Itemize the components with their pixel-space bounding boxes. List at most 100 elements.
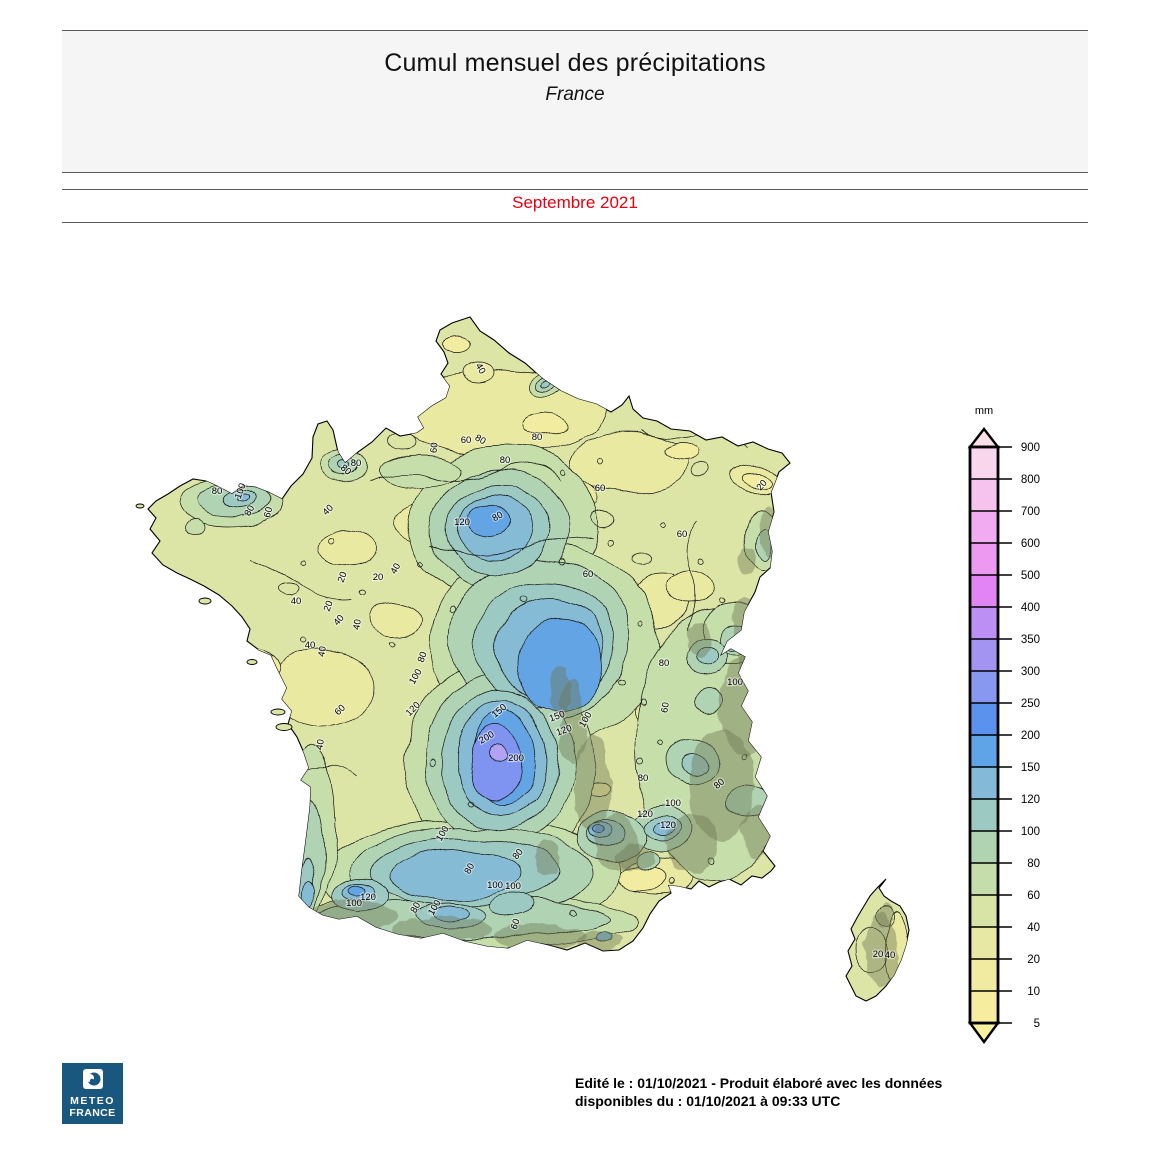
- color-scale-legend: mm 900 800 700 600 500 400 350 300 250 200 150 120 1…: [967, 405, 1040, 1045]
- contour-label-100: 100: [727, 677, 743, 688]
- island-noirmoutier: [246, 659, 258, 665]
- legend-band-500-600: [970, 543, 998, 575]
- header: Cumul mensuel des précipitations France: [62, 30, 1088, 173]
- legend-band-350-400: [970, 607, 998, 639]
- legend-band-120-150: [970, 767, 998, 799]
- contour-label-20: 20: [336, 570, 350, 584]
- contour-label-100: 100: [346, 898, 362, 909]
- footer-line2: disponibles du : 01/10/2021 à 09:33 UTC: [575, 1093, 841, 1109]
- region-subtitle: France: [545, 84, 605, 105]
- legend-tick-label: 20: [1027, 954, 1040, 966]
- legend-tick-label: 300: [1021, 666, 1040, 678]
- legend-band-100-120: [970, 799, 998, 831]
- legend-tick-label: 350: [1021, 634, 1040, 646]
- contour-label-60: 60: [262, 506, 275, 519]
- legend-tick-label: 10: [1027, 986, 1040, 998]
- contour-label-80: 80: [638, 773, 649, 784]
- contour-label-80: 80: [416, 650, 430, 664]
- contour-label-40: 40: [291, 596, 302, 607]
- island-re: [270, 708, 286, 716]
- contour-label-60: 60: [659, 701, 672, 713]
- contour-label-120: 120: [660, 820, 676, 831]
- contour-label-120: 120: [637, 809, 653, 820]
- legend-bands: [970, 447, 998, 1023]
- logo-text-france: FRANCE: [69, 1107, 116, 1119]
- contour-label-80: 80: [212, 486, 223, 497]
- legend-tick-label: 500: [1021, 570, 1040, 582]
- logo-icon: [82, 1069, 103, 1089]
- precipitation-zones: [179, 336, 909, 991]
- legend-band-10-20: [970, 959, 998, 991]
- contour-label-80: 80: [532, 432, 543, 443]
- legend-tick-label: 250: [1021, 698, 1040, 710]
- legend-tick-label: 60: [1027, 890, 1040, 902]
- legend-band-80-100: [970, 831, 998, 863]
- legend-band-200-250: [970, 703, 998, 735]
- island-ouessant: [135, 503, 145, 509]
- legend-tick-label: 100: [1021, 826, 1040, 838]
- divider-line: [62, 189, 1088, 190]
- contour-label-40: 40: [885, 950, 896, 961]
- contour-label-40: 40: [314, 738, 327, 750]
- contour-label-60: 60: [509, 917, 523, 931]
- contour-label-60: 60: [583, 569, 594, 580]
- island-oleron: [275, 723, 293, 731]
- contour-label-100: 100: [505, 881, 521, 892]
- legend-tick-label: 400: [1021, 602, 1040, 614]
- contour-label-40: 40: [351, 618, 364, 630]
- logo-text-meteo: METEO: [70, 1095, 115, 1107]
- contour-label-20: 20: [373, 572, 384, 583]
- contour-label-80: 80: [659, 658, 670, 669]
- contour-label-20: 20: [322, 599, 336, 613]
- contour-label-60: 60: [429, 442, 441, 453]
- contour-label-100: 100: [665, 798, 681, 809]
- meteo-france-logo: METEO FRANCE: [62, 1063, 123, 1124]
- legend-band-700-800: [970, 479, 998, 511]
- contour-label-120: 120: [454, 517, 470, 528]
- precip-zone-250-plus: [488, 744, 510, 760]
- contour-label-60: 60: [677, 529, 688, 540]
- contour-label-120: 120: [360, 892, 376, 903]
- contour-label-60: 60: [461, 435, 472, 446]
- legend-band-250-300: [970, 671, 998, 703]
- contour-label-40: 40: [316, 645, 329, 657]
- contour-label-60: 60: [595, 483, 606, 494]
- legend-band-600-700: [970, 511, 998, 543]
- contour-label-200: 200: [508, 753, 524, 764]
- page-title: Cumul mensuel des précipitations: [384, 49, 766, 77]
- contour-label-80: 80: [500, 455, 511, 466]
- contour-label-100: 100: [487, 880, 503, 891]
- legend-tick-label: 800: [1021, 474, 1040, 486]
- legend-tick-label: 150: [1021, 762, 1040, 774]
- legend-band-150-200: [970, 735, 998, 767]
- legend-band-40-60: [970, 895, 998, 927]
- legend-tick-label: 5: [1034, 1018, 1040, 1030]
- precip-zone-200-250: [470, 723, 524, 801]
- legend-band-800-900: [970, 447, 998, 479]
- legend-band-20-40: [970, 927, 998, 959]
- legend-tick-label: 600: [1021, 538, 1040, 550]
- legend-ticks: 900 800 700 600 500 400 350 300 250 200 150 120 100 8…: [970, 442, 1040, 1030]
- legend-tick-label: 900: [1021, 442, 1040, 454]
- legend-unit-label: mm: [975, 405, 993, 417]
- period-label: Septembre 2021: [512, 193, 638, 212]
- legend-tick-label: 80: [1027, 858, 1040, 870]
- legend-tick-label: 200: [1021, 730, 1040, 742]
- island-belle-ile: [198, 597, 212, 605]
- legend-band-300-350: [970, 639, 998, 671]
- contour-label-80: 80: [351, 458, 362, 469]
- legend-band-5-10: [970, 991, 998, 1023]
- legend-bar-frame: [968, 445, 1000, 1025]
- contour-label-40: 40: [305, 640, 316, 651]
- footer-note: Edité le : 01/10/2021 - Produit élaboré …: [575, 1074, 942, 1110]
- legend-tick-label: 40: [1027, 922, 1040, 934]
- legend-tick-label: 700: [1021, 506, 1040, 518]
- contour-label-20: 20: [873, 949, 884, 960]
- legend-band-60-80: [970, 863, 998, 895]
- legend-tick-label: 120: [1021, 794, 1040, 806]
- footer-line1: Edité le : 01/10/2021 - Produit élaboré …: [575, 1075, 943, 1091]
- legend-arrow-up: [967, 427, 1001, 449]
- legend-band-400-500: [970, 575, 998, 607]
